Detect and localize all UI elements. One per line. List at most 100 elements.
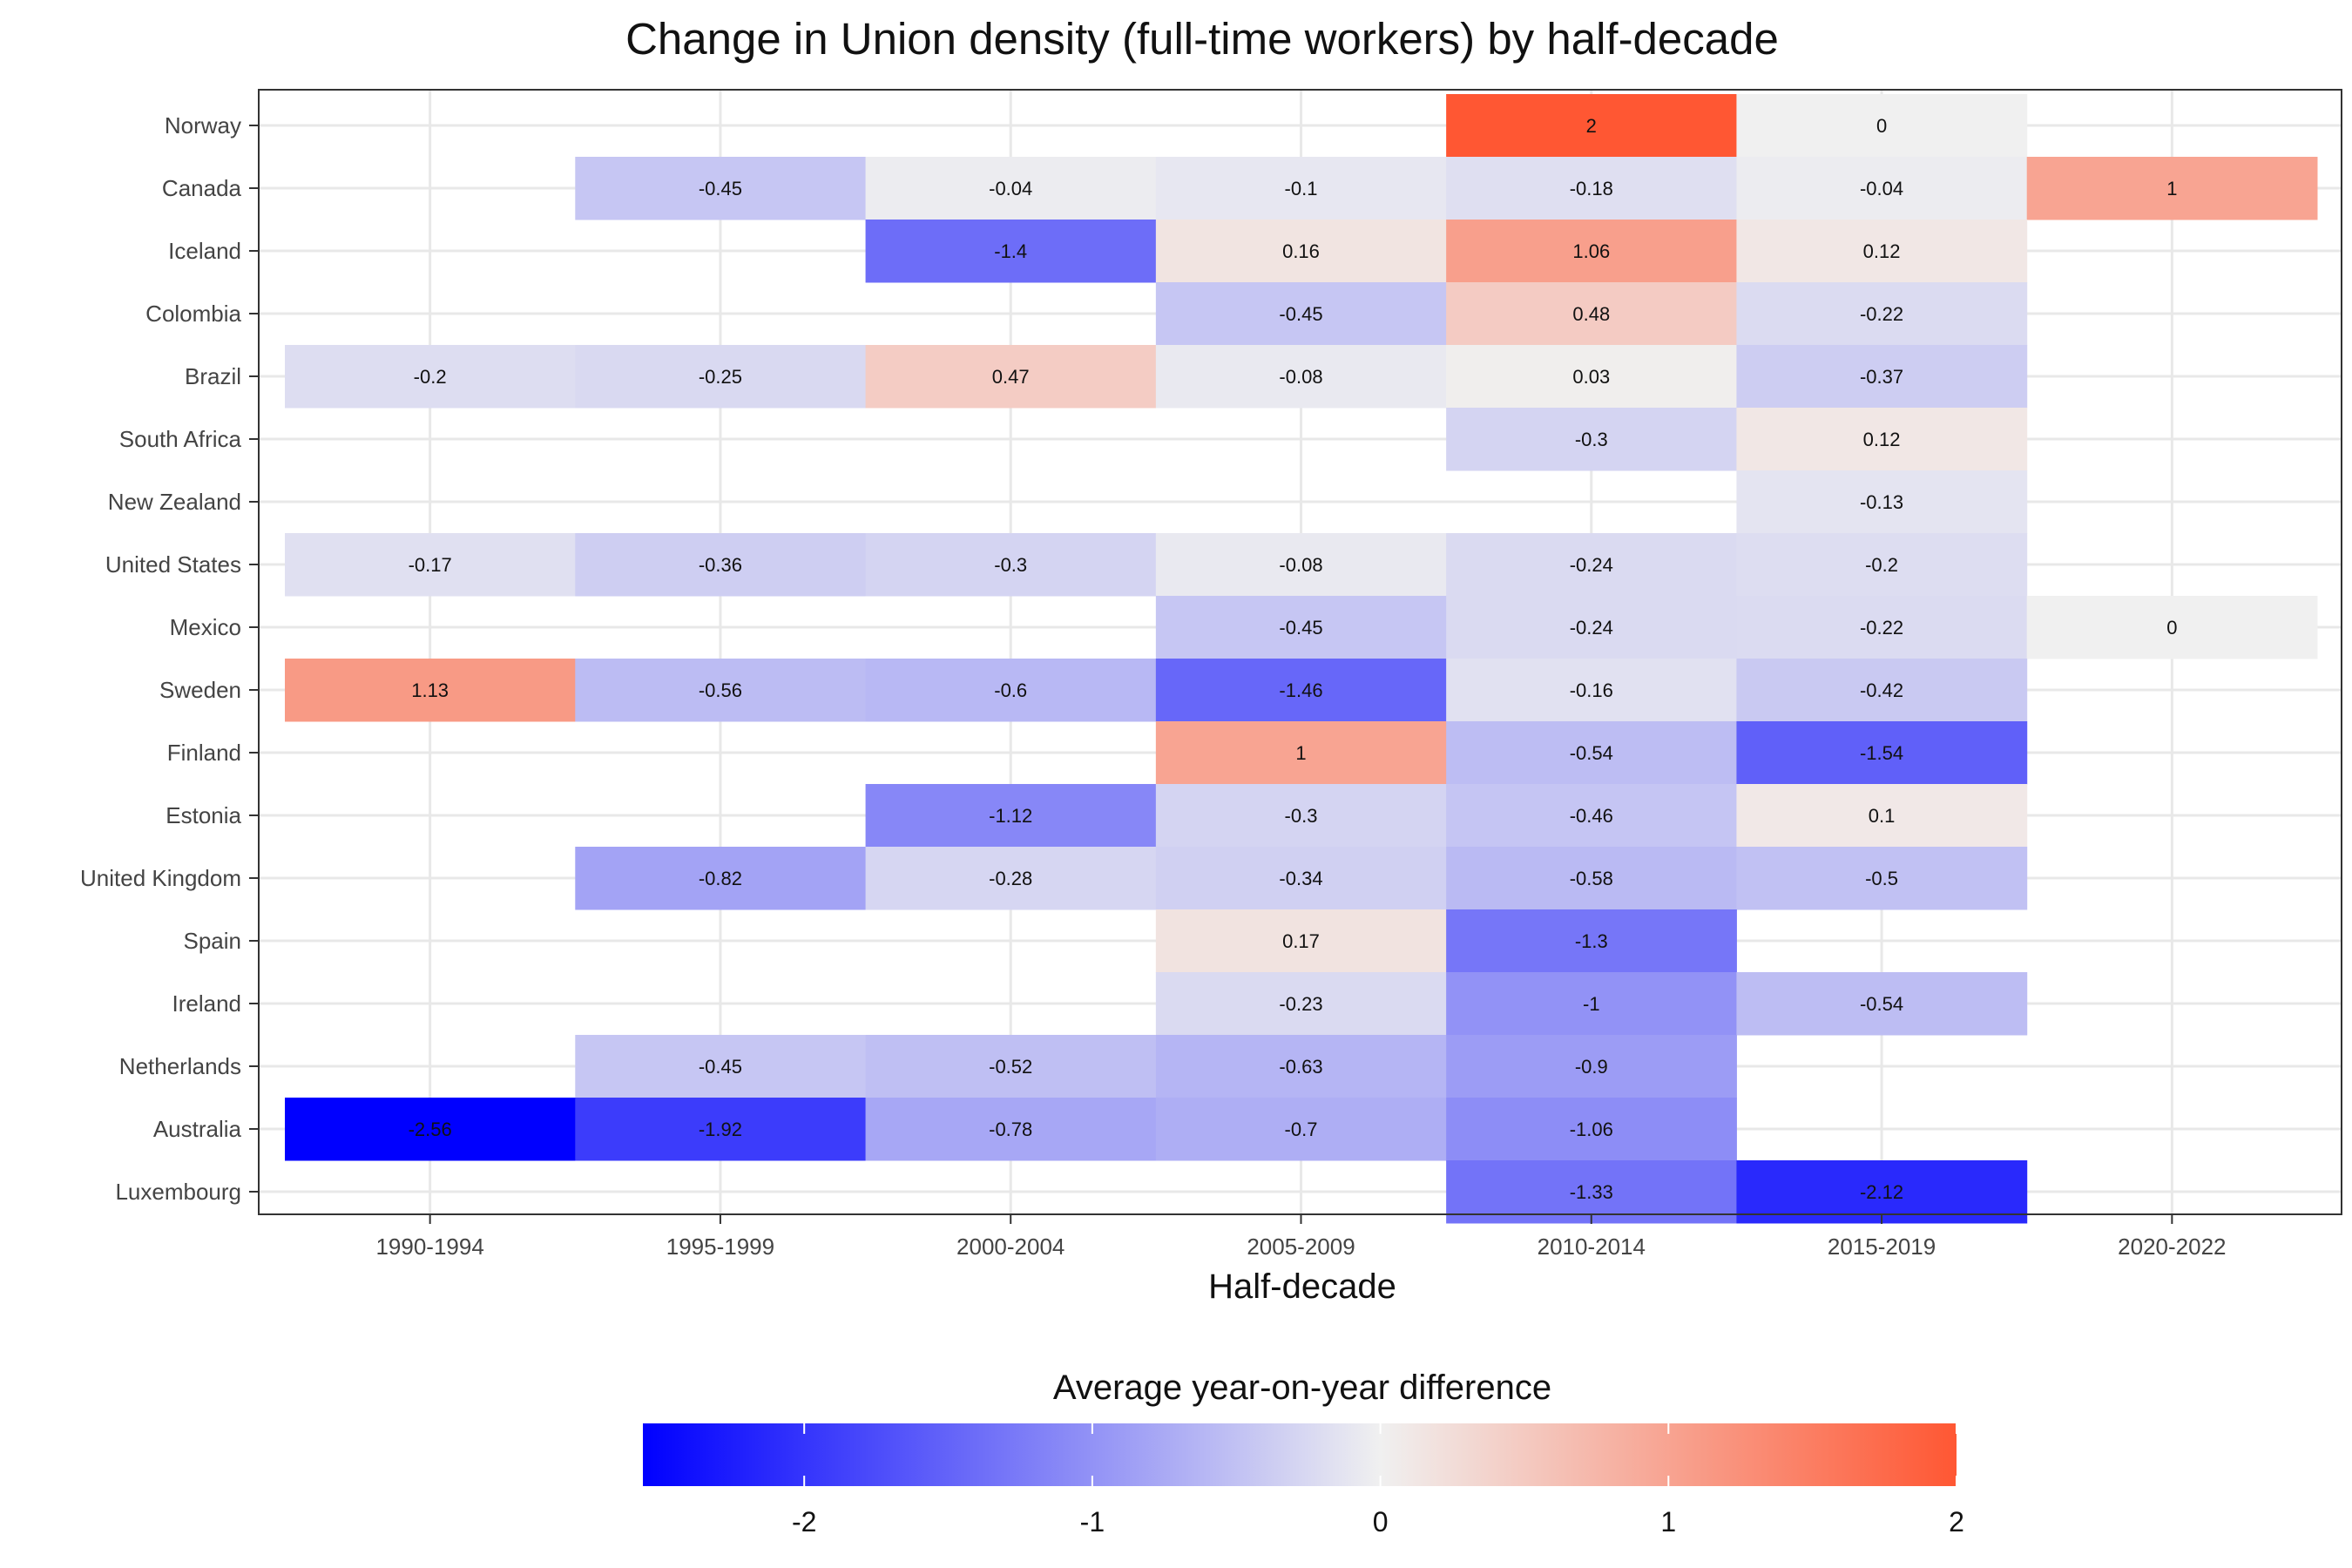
y-tick-label: Sweden: [159, 677, 241, 703]
cell-value-label: -0.82: [699, 868, 742, 889]
y-tick-label: Luxembourg: [115, 1179, 241, 1205]
heatmap-cell: [1736, 784, 2028, 848]
cell-value-label: -0.54: [1860, 993, 1903, 1015]
heatmap-cell: [865, 345, 1157, 409]
heatmap-cell: [1736, 282, 2028, 346]
cell-value-label: -0.04: [1860, 178, 1903, 199]
cell-value-label: -0.13: [1860, 491, 1903, 513]
cell-value-label: 0.48: [1572, 303, 1610, 325]
heatmap-cell: [1155, 596, 1447, 659]
y-tick-label: Netherlands: [119, 1053, 241, 1079]
heatmap-cell: [1736, 721, 2028, 785]
heatmap-cell: [1155, 157, 1447, 220]
heatmap-cell: [1446, 847, 1737, 910]
heatmap-cell: [1155, 220, 1447, 283]
heatmap-cell: [1736, 1160, 2028, 1224]
cell-value-label: -0.7: [1285, 1119, 1318, 1140]
cell-value-label: -0.18: [1570, 178, 1613, 199]
cell-value-label: -0.3: [994, 554, 1027, 576]
heatmap-cell: [865, 157, 1157, 220]
cell-value-label: -1.3: [1575, 930, 1608, 952]
heatmap-cell: [865, 784, 1157, 848]
heatmap-cell: [1155, 972, 1447, 1036]
heatmap-cell: [1155, 1098, 1447, 1161]
cell-value-label: 0.03: [1572, 366, 1610, 388]
y-tick-label: United Kingdom: [80, 865, 241, 891]
cell-value-label: -1.4: [994, 240, 1027, 262]
cell-value-label: -0.16: [1570, 679, 1613, 701]
heatmap-cell: [1446, 659, 1737, 722]
cell-value-label: 1.06: [1572, 240, 1610, 262]
heatmap-cell: [285, 345, 576, 409]
x-tick-label: 2010-2014: [1538, 1233, 1646, 1260]
cell-value-label: -0.23: [1279, 993, 1322, 1015]
cell-value-label: -0.04: [989, 178, 1032, 199]
cell-value-label: -0.2: [1865, 554, 1898, 576]
heatmap-cell: [865, 847, 1157, 910]
y-tick-label: Estonia: [166, 802, 241, 828]
cell-value-label: -1.92: [699, 1119, 742, 1140]
heatmap-cell: [1446, 909, 1737, 973]
x-tick-label: 2005-2009: [1247, 1233, 1355, 1260]
x-tick-label: 2000-2004: [956, 1233, 1064, 1260]
cell-value-label: 0.12: [1863, 240, 1901, 262]
x-tick-label: 1995-1999: [666, 1233, 774, 1260]
y-tick-label: Australia: [153, 1116, 242, 1142]
heatmap-cell: [2026, 596, 2318, 659]
legend-tick-label: 1: [1660, 1506, 1676, 1538]
cell-value-label: -0.22: [1860, 617, 1903, 639]
heatmap-cell: [1446, 157, 1737, 220]
cell-value-label: -1.46: [1279, 679, 1322, 701]
cell-value-label: -0.45: [1279, 617, 1322, 639]
x-axis-title: Half-decade: [1208, 1267, 1396, 1306]
cell-value-label: 0: [1876, 115, 1887, 137]
heatmap-cell: [1736, 972, 2028, 1036]
color-legend: Average year-on-year difference -2 -1 0 1 2: [643, 1369, 1964, 1538]
cell-value-label: 2: [1586, 115, 1597, 137]
heatmap-cell: [1736, 596, 2028, 659]
cell-value-label: 0.47: [992, 366, 1030, 388]
heatmap-cell: [1155, 721, 1447, 785]
chart-title: Change in Union density (full-time worke…: [625, 14, 1779, 64]
heatmap-cell: [1155, 909, 1447, 973]
heatmap-cell: [575, 345, 867, 409]
cell-value-label: -0.37: [1860, 366, 1903, 388]
y-tick-label: Brazil: [185, 363, 241, 389]
legend-title: Average year-on-year difference: [1053, 1369, 1551, 1407]
cell-value-label: -0.24: [1570, 617, 1613, 639]
y-tick-label: Finland: [167, 740, 241, 766]
heatmap-cell: [575, 533, 867, 597]
cell-value-label: -0.46: [1570, 805, 1613, 827]
y-tick-label: Canada: [162, 175, 242, 201]
cell-value-label: -0.2: [414, 366, 447, 388]
heatmap-cell: [1446, 1035, 1737, 1098]
cell-value-label: -0.54: [1570, 742, 1613, 764]
cell-value-label: -1.12: [989, 805, 1032, 827]
y-tick-label: Norway: [165, 112, 241, 139]
heatmap-cell: [1446, 1098, 1737, 1161]
cell-value-label: 0.16: [1282, 240, 1320, 262]
heatmap-cell: [575, 847, 867, 910]
cell-value-label: -1.33: [1570, 1181, 1613, 1203]
cell-value-label: -0.3: [1575, 429, 1608, 450]
y-tick-label: New Zealand: [108, 489, 241, 515]
cell-value-label: 0.12: [1863, 429, 1901, 450]
heatmap-cell: [865, 1098, 1157, 1161]
x-tick-label: 1990-1994: [375, 1233, 483, 1260]
cell-value-label: 1: [1295, 742, 1306, 764]
heatmap-cell: [1155, 1035, 1447, 1098]
plot-panel: 2 0 -0.45 -0.04 -0.1 -0.18 -0.04 1 -1.4 0.16 1.06 0…: [80, 89, 2342, 1260]
cell-value-label: -0.25: [699, 366, 742, 388]
cell-value-label: -0.42: [1860, 679, 1903, 701]
cell-value-label: 0.17: [1282, 930, 1320, 952]
heatmap-cell: [1736, 470, 2028, 534]
cell-value-label: -0.24: [1570, 554, 1613, 576]
heatmap-cell: [1736, 94, 2028, 158]
heatmap-cell: [1446, 721, 1737, 785]
heatmap-cell: [575, 1098, 867, 1161]
heatmap-cell: [1446, 784, 1737, 848]
cell-value-label: -0.34: [1279, 868, 1322, 889]
heatmap-cell: [2026, 157, 2318, 220]
heatmap-cell: [575, 1035, 867, 1098]
